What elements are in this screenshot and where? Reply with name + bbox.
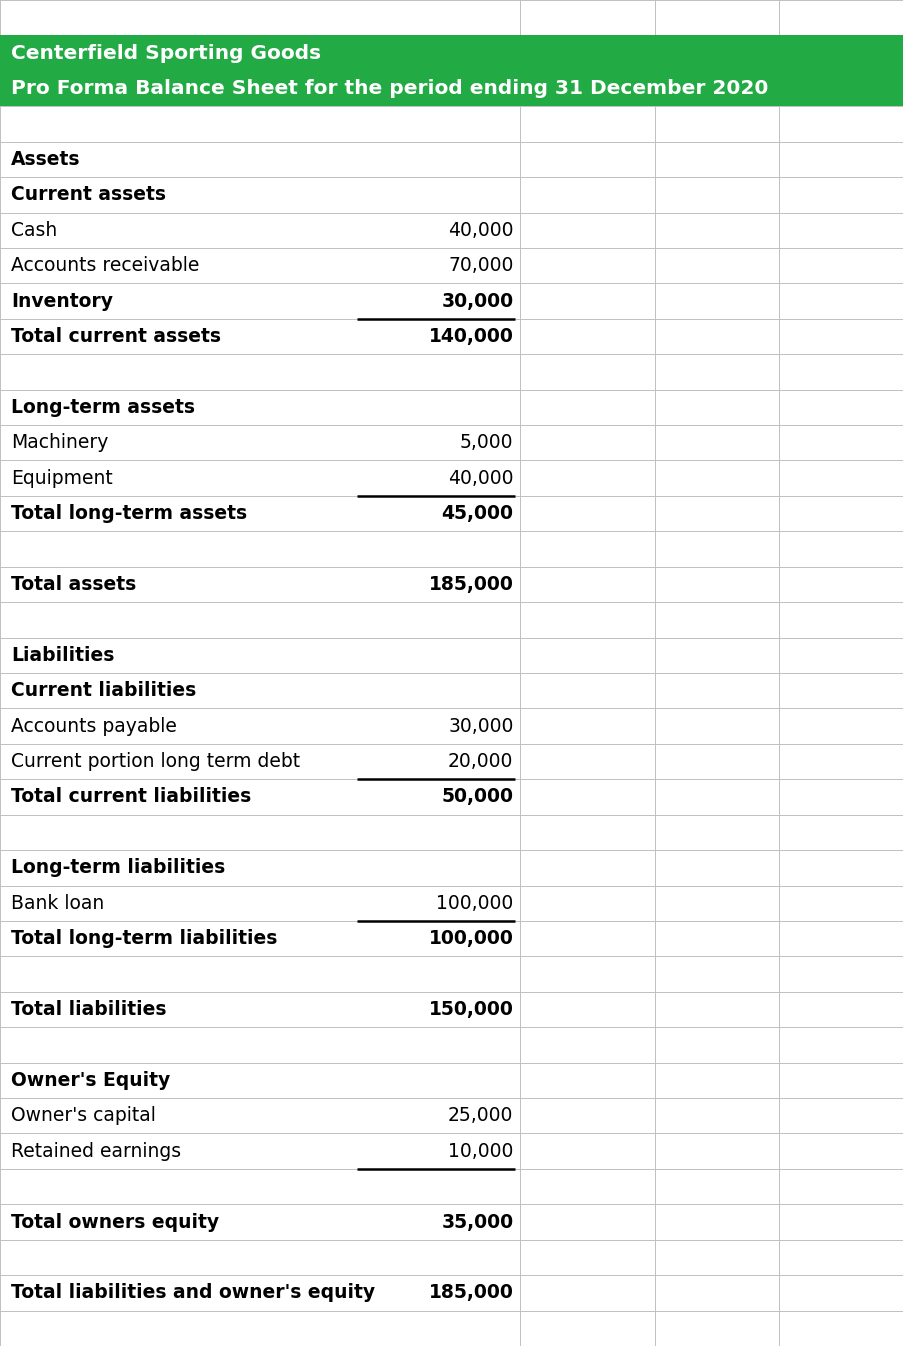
Text: Equipment: Equipment	[11, 468, 113, 487]
Text: Owner's Equity: Owner's Equity	[11, 1071, 170, 1090]
Text: 100,000: 100,000	[428, 929, 513, 948]
Text: Pro Forma Balance Sheet for the period ending 31 December 2020: Pro Forma Balance Sheet for the period e…	[11, 79, 768, 98]
Text: Centerfield Sporting Goods: Centerfield Sporting Goods	[11, 43, 321, 63]
Text: Retained earnings: Retained earnings	[11, 1141, 181, 1160]
Text: Accounts receivable: Accounts receivable	[11, 256, 199, 275]
Text: Inventory: Inventory	[11, 292, 113, 311]
Text: 20,000: 20,000	[448, 752, 513, 771]
Text: 40,000: 40,000	[448, 221, 513, 240]
Text: 70,000: 70,000	[448, 256, 513, 275]
Text: Assets: Assets	[11, 149, 80, 168]
Text: 30,000: 30,000	[448, 716, 513, 736]
Text: 50,000: 50,000	[441, 787, 513, 806]
Text: Current portion long term debt: Current portion long term debt	[11, 752, 300, 771]
Text: 5,000: 5,000	[460, 433, 513, 452]
Text: Total assets: Total assets	[11, 575, 136, 594]
Text: 150,000: 150,000	[428, 1000, 513, 1019]
Text: Owner's capital: Owner's capital	[11, 1106, 155, 1125]
Text: 100,000: 100,000	[436, 894, 513, 913]
Text: 185,000: 185,000	[428, 1283, 513, 1303]
Text: Machinery: Machinery	[11, 433, 108, 452]
Text: Current assets: Current assets	[11, 186, 165, 205]
Text: 45,000: 45,000	[441, 505, 513, 524]
Text: Total liabilities and owner's equity: Total liabilities and owner's equity	[11, 1283, 375, 1303]
Text: Total long-term liabilities: Total long-term liabilities	[11, 929, 277, 948]
Text: 30,000: 30,000	[441, 292, 513, 311]
Text: 40,000: 40,000	[448, 468, 513, 487]
Text: Total owners equity: Total owners equity	[11, 1213, 219, 1232]
Text: Liabilities: Liabilities	[11, 646, 114, 665]
Text: Accounts payable: Accounts payable	[11, 716, 176, 736]
Bar	[0, 35, 903, 106]
Text: Cash: Cash	[11, 221, 57, 240]
Text: 10,000: 10,000	[448, 1141, 513, 1160]
Text: Total current assets: Total current assets	[11, 327, 220, 346]
Text: 140,000: 140,000	[428, 327, 513, 346]
Text: Total current liabilities: Total current liabilities	[11, 787, 251, 806]
Text: Long-term liabilities: Long-term liabilities	[11, 859, 225, 878]
Text: Total liabilities: Total liabilities	[11, 1000, 166, 1019]
Text: Current liabilities: Current liabilities	[11, 681, 196, 700]
Text: 185,000: 185,000	[428, 575, 513, 594]
Text: 35,000: 35,000	[441, 1213, 513, 1232]
Text: Bank loan: Bank loan	[11, 894, 104, 913]
Text: 25,000: 25,000	[448, 1106, 513, 1125]
Text: Total long-term assets: Total long-term assets	[11, 505, 247, 524]
Text: Long-term assets: Long-term assets	[11, 398, 195, 417]
